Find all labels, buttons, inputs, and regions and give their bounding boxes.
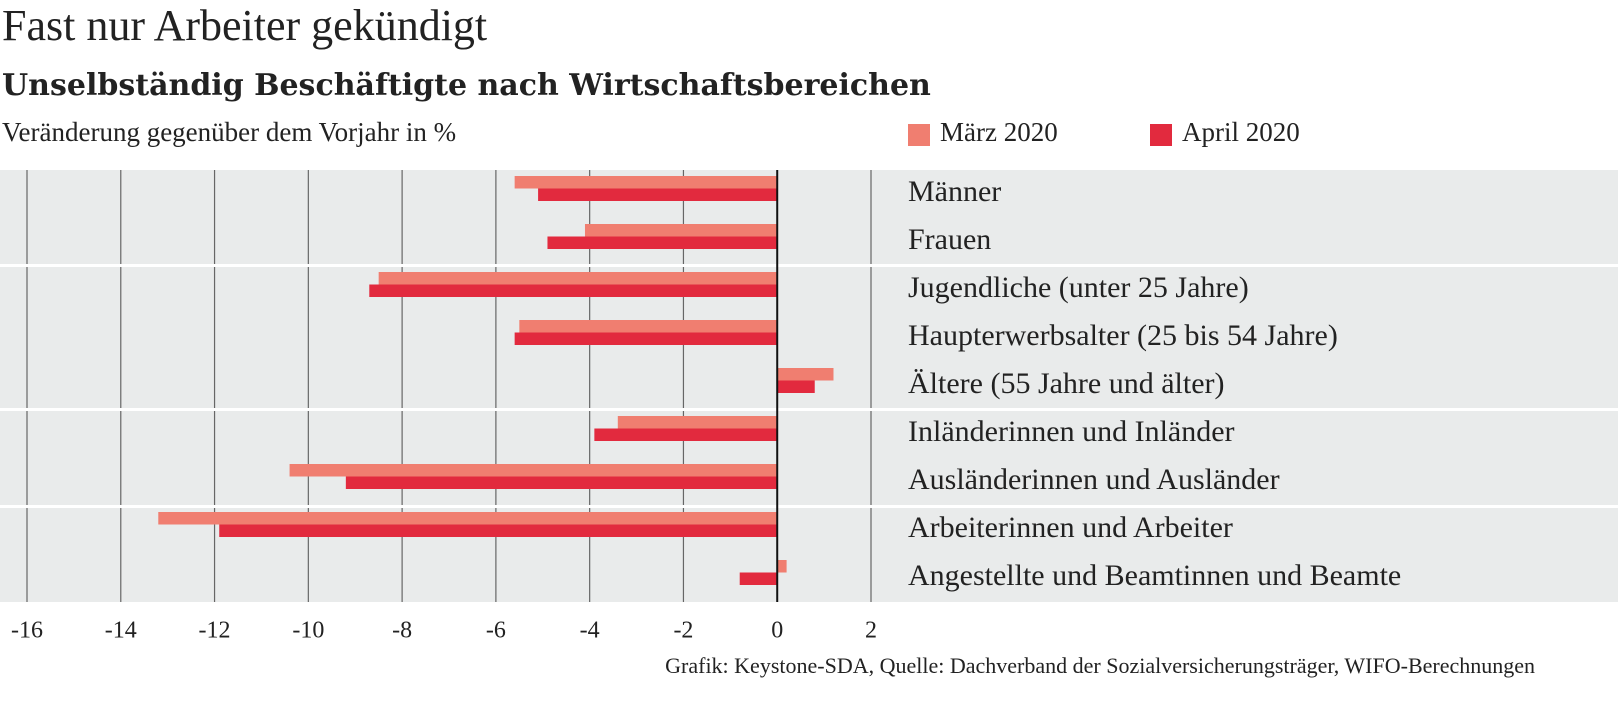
category-label: Ausländerinnen und Ausländer [908,463,1280,496]
bar [584,224,778,237]
legend-label: März 2020 [940,117,1058,147]
bar [538,188,778,201]
group-separator [0,505,1618,508]
bar [158,512,778,525]
legend-swatch [908,124,930,146]
x-tick-label: -2 [673,618,693,644]
category-label: Angestellte und Beamtinnen und Beamte [908,559,1401,592]
bar [378,272,778,285]
x-tick-label: -12 [199,618,231,644]
bar [594,428,778,441]
category-label: Arbeiterinnen und Arbeiter [908,511,1233,544]
x-tick-label: -14 [105,618,137,644]
category-label: Ältere (55 Jahre und älter) [908,367,1225,400]
category-label: Männer [908,175,1001,208]
category-label: Haupterwerbsalter (25 bis 54 Jahre) [908,319,1338,352]
bar [777,368,834,381]
group-separator [0,408,1618,411]
x-tick-label: 0 [771,618,783,644]
bar [219,524,778,537]
legend-swatch [1150,124,1172,146]
overlay: März 2020 April 2020 -16 -14 -12 -10 -8 -6 -4 -2 0… [11,117,1401,643]
x-tick-label: -16 [11,618,43,644]
bar [514,332,778,345]
legend-label: April 2020 [1182,117,1300,147]
category-label: Inländerinnen und Inländer [908,415,1235,448]
chart-title: Fast nur Arbeiter gekündigt [2,1,487,50]
group-separator [0,264,1618,267]
plot [26,170,872,602]
source: Grafik: Keystone-SDA, Quelle: Dachverban… [665,653,1535,678]
x-tick-label: 2 [865,618,877,644]
bar [547,236,778,249]
x-tick-label: -10 [292,618,324,644]
bar [514,176,778,189]
bar [617,416,778,429]
axis-label: Veränderung gegenüber dem Vorjahr in % [2,117,456,147]
x-tick-label: -6 [486,618,506,644]
bar [777,380,815,393]
bar [739,572,778,585]
bar [777,560,787,573]
bar [289,464,778,477]
bar [345,476,778,489]
chart-subtitle: Unselbständig Beschäftigte nach Wirtscha… [2,68,931,103]
bar [369,284,778,297]
x-tick-label: -8 [392,618,412,644]
category-label: Frauen [908,223,991,256]
category-label: Jugendliche (unter 25 Jahre) [908,271,1249,304]
bar [519,320,778,333]
x-tick-label: -4 [580,618,600,644]
